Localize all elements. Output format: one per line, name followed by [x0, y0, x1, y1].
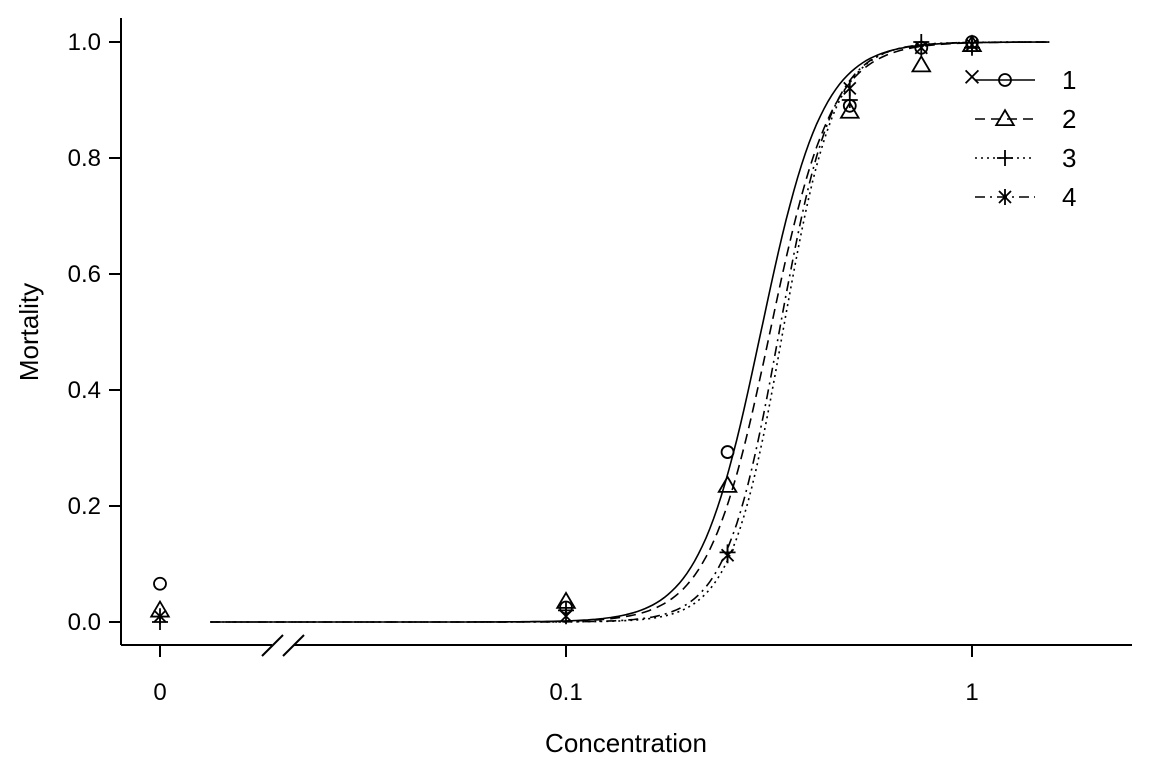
axes: 0.0 0.2 0.4 0.6 0.8 1.0 0 0.1 1	[68, 18, 1132, 706]
data-point-series-4	[720, 547, 735, 564]
data-point-series-2	[839, 101, 861, 119]
data-point-series-4	[965, 36, 979, 53]
data-point-series-4	[559, 608, 573, 625]
legend-marker-series-2	[994, 108, 1016, 127]
axis-break-mark	[261, 634, 284, 657]
x-tick-label: 1	[965, 679, 978, 706]
x-tick-label: 0	[153, 679, 166, 706]
data-point-series-1	[153, 576, 167, 591]
fit-curve-series-1	[210, 41, 1050, 623]
y-axis-title: Mortality	[14, 283, 44, 381]
legend-label-series-2: 2	[1062, 104, 1076, 134]
legend-label-series-1: 1	[1062, 65, 1076, 95]
annotation-marker	[964, 69, 980, 84]
fit-curve-series-3	[210, 41, 1050, 623]
y-tick-label: 0.2	[68, 493, 101, 520]
fit-curve-series-2	[210, 41, 1050, 623]
y-tick-label: 0.4	[68, 377, 101, 404]
data-point-series-4	[843, 80, 857, 97]
data-point-series-2	[910, 54, 932, 73]
x-tick-label: 0.1	[549, 679, 582, 706]
legend-marker-series-3	[997, 150, 1013, 166]
data-point-series-2	[717, 475, 738, 493]
y-tick-label: 0.0	[68, 609, 101, 636]
data-point-series-1	[720, 445, 735, 459]
data-point-series-4	[914, 39, 928, 56]
x-axis-title: Concentration	[545, 728, 707, 758]
legend: 1 2 3 4	[975, 65, 1076, 212]
y-tick-label: 1.0	[68, 29, 101, 56]
y-tick-label: 0.8	[68, 145, 101, 172]
data-points	[149, 34, 983, 630]
legend-marker-series-1	[998, 73, 1012, 87]
data-point-series-4	[153, 608, 167, 625]
y-tick-label: 0.6	[68, 261, 101, 288]
axis-break-mark	[282, 634, 305, 657]
legend-label-series-4: 4	[1062, 182, 1076, 212]
fit-curve-series-4	[210, 41, 1050, 623]
legend-label-series-3: 3	[1062, 143, 1076, 173]
legend-marker-series-4	[998, 189, 1012, 205]
fit-curves	[210, 41, 1050, 623]
